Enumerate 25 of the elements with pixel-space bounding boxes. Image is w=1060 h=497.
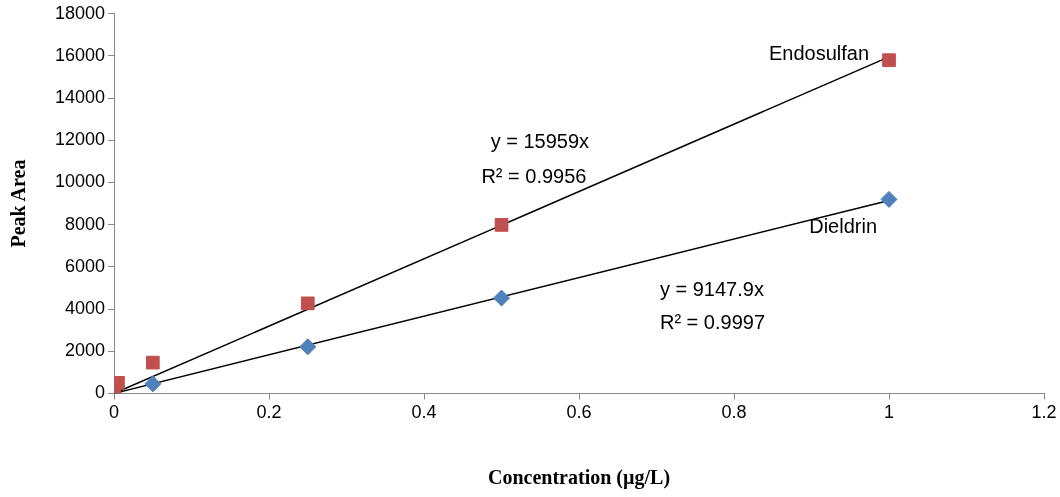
x-tick-label: 0.6 [566, 402, 592, 423]
x-tick-label: 0 [109, 402, 120, 423]
x-axis-title: Concentration (µg/L) [488, 466, 671, 490]
y-tick-label: 16000 [54, 44, 106, 65]
y-tick-label: 12000 [54, 129, 106, 150]
x-tick-label: 1.2 [1031, 402, 1057, 423]
x-tick-label: 0.2 [256, 402, 282, 423]
y-tick-label: 0 [95, 382, 106, 403]
x-tick-label: 0.4 [411, 402, 437, 423]
y-tick-label: 18000 [54, 2, 106, 23]
y-tick-label: 6000 [65, 255, 106, 276]
annotation: R² = 0.9997 [659, 310, 766, 333]
y-tick-label: 2000 [65, 340, 106, 361]
x-tick-label: 0.8 [721, 402, 747, 423]
y-tick-label: 10000 [54, 171, 106, 192]
series-label: Endosulfan [768, 41, 870, 64]
annotation: y = 15959x [490, 130, 590, 153]
x-tick-label: 1 [884, 402, 895, 423]
series-label: Dieldrin [809, 214, 878, 237]
y-tick-label: 14000 [54, 87, 106, 108]
y-tick-label: 4000 [65, 298, 106, 319]
annotation: y = 9147.9x [659, 278, 764, 301]
y-axis-title: Peak Area [7, 159, 30, 248]
annotation: R² = 0.9956 [481, 164, 587, 187]
y-tick-label: 8000 [65, 213, 106, 234]
